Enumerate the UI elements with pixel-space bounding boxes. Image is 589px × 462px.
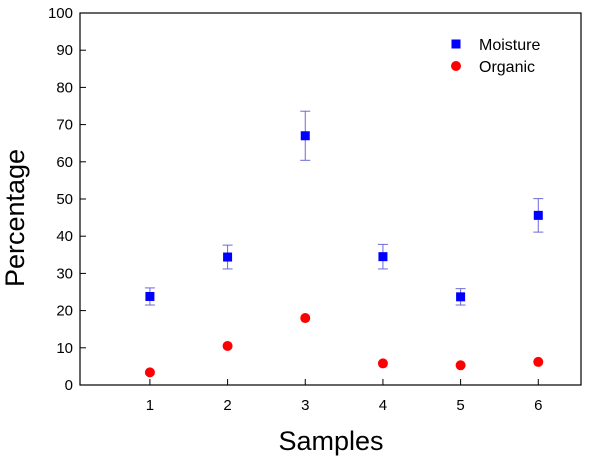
y-tick-label: 80 [56,79,73,96]
y-tick-label: 20 [56,303,73,320]
organic-point [455,360,466,371]
organic-point [300,313,311,324]
moisture-point [533,210,543,220]
y-tick-label: 60 [56,154,73,171]
x-axis: 1 2 3 4 5 6 [146,379,542,414]
legend: Moisture Organic [451,37,540,76]
moisture-point [145,291,155,301]
plot-frame [79,12,582,386]
x-tick-label: 6 [534,397,542,414]
x-tick-label: 1 [146,397,154,414]
organic-point [533,356,544,367]
y-tick-label: 30 [56,265,73,282]
moisture-point [300,131,310,141]
moisture-point [378,252,388,262]
x-tick-label: 5 [456,397,464,414]
y-tick-label: 10 [56,340,73,357]
x-tick-label: 3 [301,397,309,414]
organic-point [222,340,233,351]
legend-organic-label: Organic [479,59,535,76]
y-tick-label: 50 [56,191,73,208]
organic-point [144,367,155,378]
x-tick-label: 4 [379,397,387,414]
y-tick-label: 100 [48,5,73,22]
y-axis: 0 10 20 30 40 50 60 70 80 90 100 [48,5,86,394]
legend-organic-marker [451,61,461,71]
legend-moisture-marker [451,39,461,49]
y-tick-label: 90 [56,42,73,59]
data-points [144,131,544,378]
moisture-point [456,292,466,302]
y-tick-label: 70 [56,117,73,134]
y-tick-label: 40 [56,228,73,245]
y-tick-label: 0 [65,377,73,394]
legend-moisture-label: Moisture [479,37,540,54]
moisture-point [223,252,233,262]
y-axis-title: Percentage [0,149,30,287]
x-axis-title: Samples [278,426,383,456]
x-tick-label: 2 [223,397,231,414]
organic-point [377,358,388,369]
